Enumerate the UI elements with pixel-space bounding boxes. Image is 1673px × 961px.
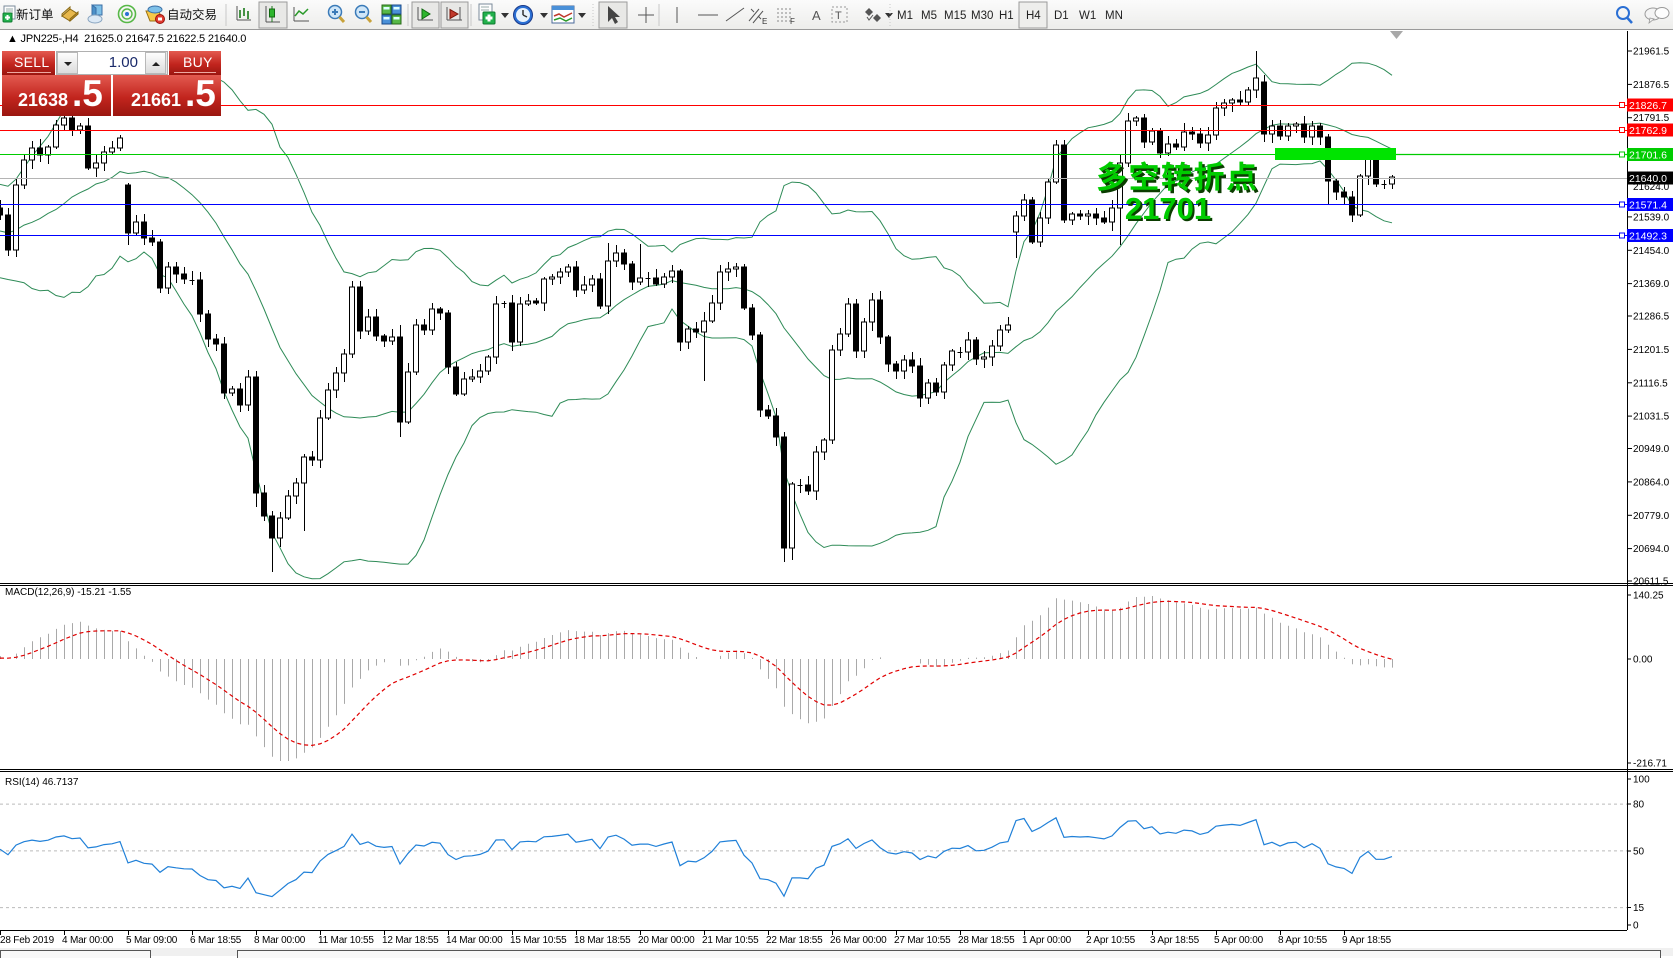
svg-text:21 Mar 10:55: 21 Mar 10:55 (702, 935, 759, 946)
svg-text:21369.0: 21369.0 (1633, 279, 1670, 290)
svg-text:22 Mar 18:55: 22 Mar 18:55 (766, 935, 823, 946)
svg-text:21961.5: 21961.5 (1633, 47, 1670, 58)
svg-text:21031.5: 21031.5 (1633, 412, 1670, 423)
svg-text:21791.5: 21791.5 (1633, 113, 1670, 124)
svg-text:21640.0: 21640.0 (1629, 173, 1667, 185)
svg-text:M5: M5 (921, 10, 937, 22)
svg-text:21876.5: 21876.5 (1633, 80, 1670, 91)
svg-text:21571.4: 21571.4 (1629, 199, 1667, 211)
svg-text:21762.9: 21762.9 (1629, 125, 1667, 137)
svg-text:-216.71: -216.71 (1633, 759, 1667, 770)
svg-text:H1: H1 (999, 10, 1014, 22)
svg-text:H4: H4 (1026, 10, 1041, 22)
svg-text:14 Mar 00:00: 14 Mar 00:00 (446, 935, 503, 946)
svg-text:20864.0: 20864.0 (1633, 477, 1670, 488)
svg-text:21201.5: 21201.5 (1633, 345, 1670, 356)
svg-text:8 Mar 00:00: 8 Mar 00:00 (254, 935, 306, 946)
svg-text:21454.0: 21454.0 (1633, 246, 1670, 257)
svg-text:80: 80 (1633, 800, 1645, 811)
svg-text:20779.0: 20779.0 (1633, 511, 1670, 522)
svg-text:20 Mar 00:00: 20 Mar 00:00 (638, 935, 695, 946)
svg-text:28 Feb 2019: 28 Feb 2019 (0, 935, 55, 946)
svg-text:20949.0: 20949.0 (1633, 444, 1670, 455)
svg-text:W1: W1 (1079, 10, 1096, 22)
svg-text:21116.5: 21116.5 (1633, 378, 1668, 389)
svg-text:18 Mar 18:55: 18 Mar 18:55 (574, 935, 631, 946)
svg-text:F: F (790, 17, 795, 26)
svg-text:21286.5: 21286.5 (1633, 312, 1670, 323)
svg-text:100: 100 (1633, 775, 1650, 786)
svg-text:1 Apr 00:00: 1 Apr 00:00 (1022, 935, 1072, 946)
svg-text:21701: 21701 (1125, 191, 1211, 226)
svg-text:21492.3: 21492.3 (1629, 230, 1667, 242)
svg-text:E: E (762, 17, 767, 26)
svg-text:0: 0 (1633, 921, 1639, 932)
svg-text:A: A (812, 8, 821, 23)
svg-text:M30: M30 (971, 10, 993, 22)
svg-text:MACD(12,26,9) -15.21 -1.55: MACD(12,26,9) -15.21 -1.55 (5, 587, 132, 598)
svg-text:3 Apr 18:55: 3 Apr 18:55 (1150, 935, 1200, 946)
svg-text:T: T (835, 10, 842, 22)
svg-text:15: 15 (1633, 903, 1645, 914)
svg-text:28 Mar 18:55: 28 Mar 18:55 (958, 935, 1015, 946)
svg-text:21624.0: 21624.0 (1633, 182, 1670, 193)
svg-text:RSI(14) 46.7137: RSI(14) 46.7137 (5, 777, 79, 788)
svg-text:5 Mar 09:00: 5 Mar 09:00 (126, 935, 178, 946)
svg-text:4 Mar 00:00: 4 Mar 00:00 (62, 935, 114, 946)
svg-text:M15: M15 (944, 10, 966, 22)
svg-text:6 Mar 18:55: 6 Mar 18:55 (190, 935, 242, 946)
svg-text:9 Apr 18:55: 9 Apr 18:55 (1342, 935, 1392, 946)
svg-text:21826.7: 21826.7 (1629, 100, 1667, 112)
svg-text:21701: 21701 (1127, 193, 1213, 228)
svg-text:11 Mar 10:55: 11 Mar 10:55 (318, 935, 374, 946)
svg-text:8 Apr 10:55: 8 Apr 10:55 (1278, 935, 1328, 946)
svg-text:2 Apr 10:55: 2 Apr 10:55 (1086, 935, 1136, 946)
svg-text:21701.6: 21701.6 (1629, 149, 1667, 161)
svg-text:5 Apr 00:00: 5 Apr 00:00 (1214, 935, 1264, 946)
svg-text:0.00: 0.00 (1633, 655, 1653, 666)
svg-text:MN: MN (1105, 10, 1123, 22)
svg-text:140.25: 140.25 (1633, 591, 1664, 602)
svg-text:M1: M1 (897, 10, 913, 22)
svg-text:21539.0: 21539.0 (1633, 212, 1670, 223)
svg-text:50: 50 (1633, 847, 1645, 858)
svg-text:12 Mar 18:55: 12 Mar 18:55 (382, 935, 439, 946)
svg-text:20694.0: 20694.0 (1633, 544, 1670, 555)
svg-text:27 Mar 10:55: 27 Mar 10:55 (894, 935, 951, 946)
svg-text:15 Mar 10:55: 15 Mar 10:55 (510, 935, 567, 946)
svg-text:26 Mar 00:00: 26 Mar 00:00 (830, 935, 887, 946)
svg-text:D1: D1 (1054, 10, 1069, 22)
svg-text:20611.5: 20611.5 (1633, 577, 1669, 588)
